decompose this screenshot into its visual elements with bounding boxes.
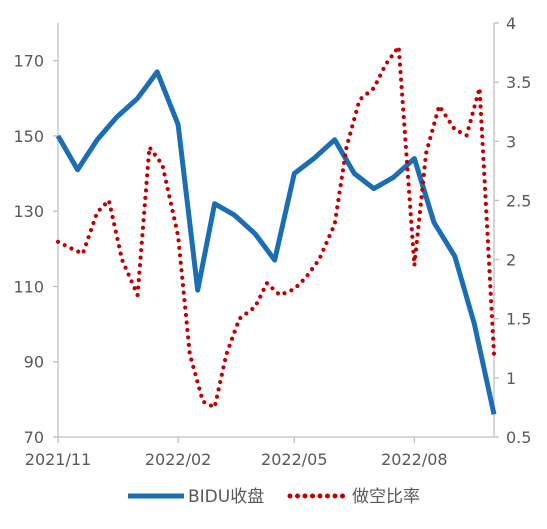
axes-layer: 70 90 110 130 150 170 0.5 1 1.5 2 2.5 3 3.5 4 2021/11 2…	[13, 14, 531, 469]
y-right-tick-label: 0.5	[506, 428, 531, 447]
y-left-tick-label: 130	[13, 202, 44, 221]
series-line-bidu-close	[55, 69, 497, 415]
y-right-tick-label: 3	[506, 132, 516, 151]
y-left-tick-label: 150	[13, 127, 44, 146]
y-left-tick-label: 90	[24, 353, 44, 372]
y-right-tick-label: 2.5	[506, 191, 531, 210]
y-right-tick-label: 1	[506, 369, 516, 388]
y-right-tick-label: 4	[506, 14, 516, 33]
y-left-tick-label: 170	[13, 52, 44, 71]
y-left-tick-label: 110	[13, 277, 44, 296]
series-layer	[55, 44, 497, 415]
x-tick-label: 2022/02	[145, 450, 211, 469]
y-right-tick-label: 1.5	[506, 310, 531, 329]
legend: BIDU收盘 做空比率	[128, 487, 420, 507]
legend-label-short-ratio: 做空比率	[352, 487, 420, 507]
x-tick-label: 2022/08	[381, 450, 447, 469]
y-left-tick-label: 70	[24, 428, 44, 447]
x-tick-label: 2021/11	[25, 450, 91, 469]
series-line-short-ratio	[55, 44, 497, 410]
y-right-tick-label: 3.5	[506, 73, 531, 92]
y-right-tick-label: 2	[506, 251, 516, 270]
legend-label-bidu: BIDU收盘	[188, 487, 264, 507]
x-tick-label: 2022/05	[261, 450, 327, 469]
